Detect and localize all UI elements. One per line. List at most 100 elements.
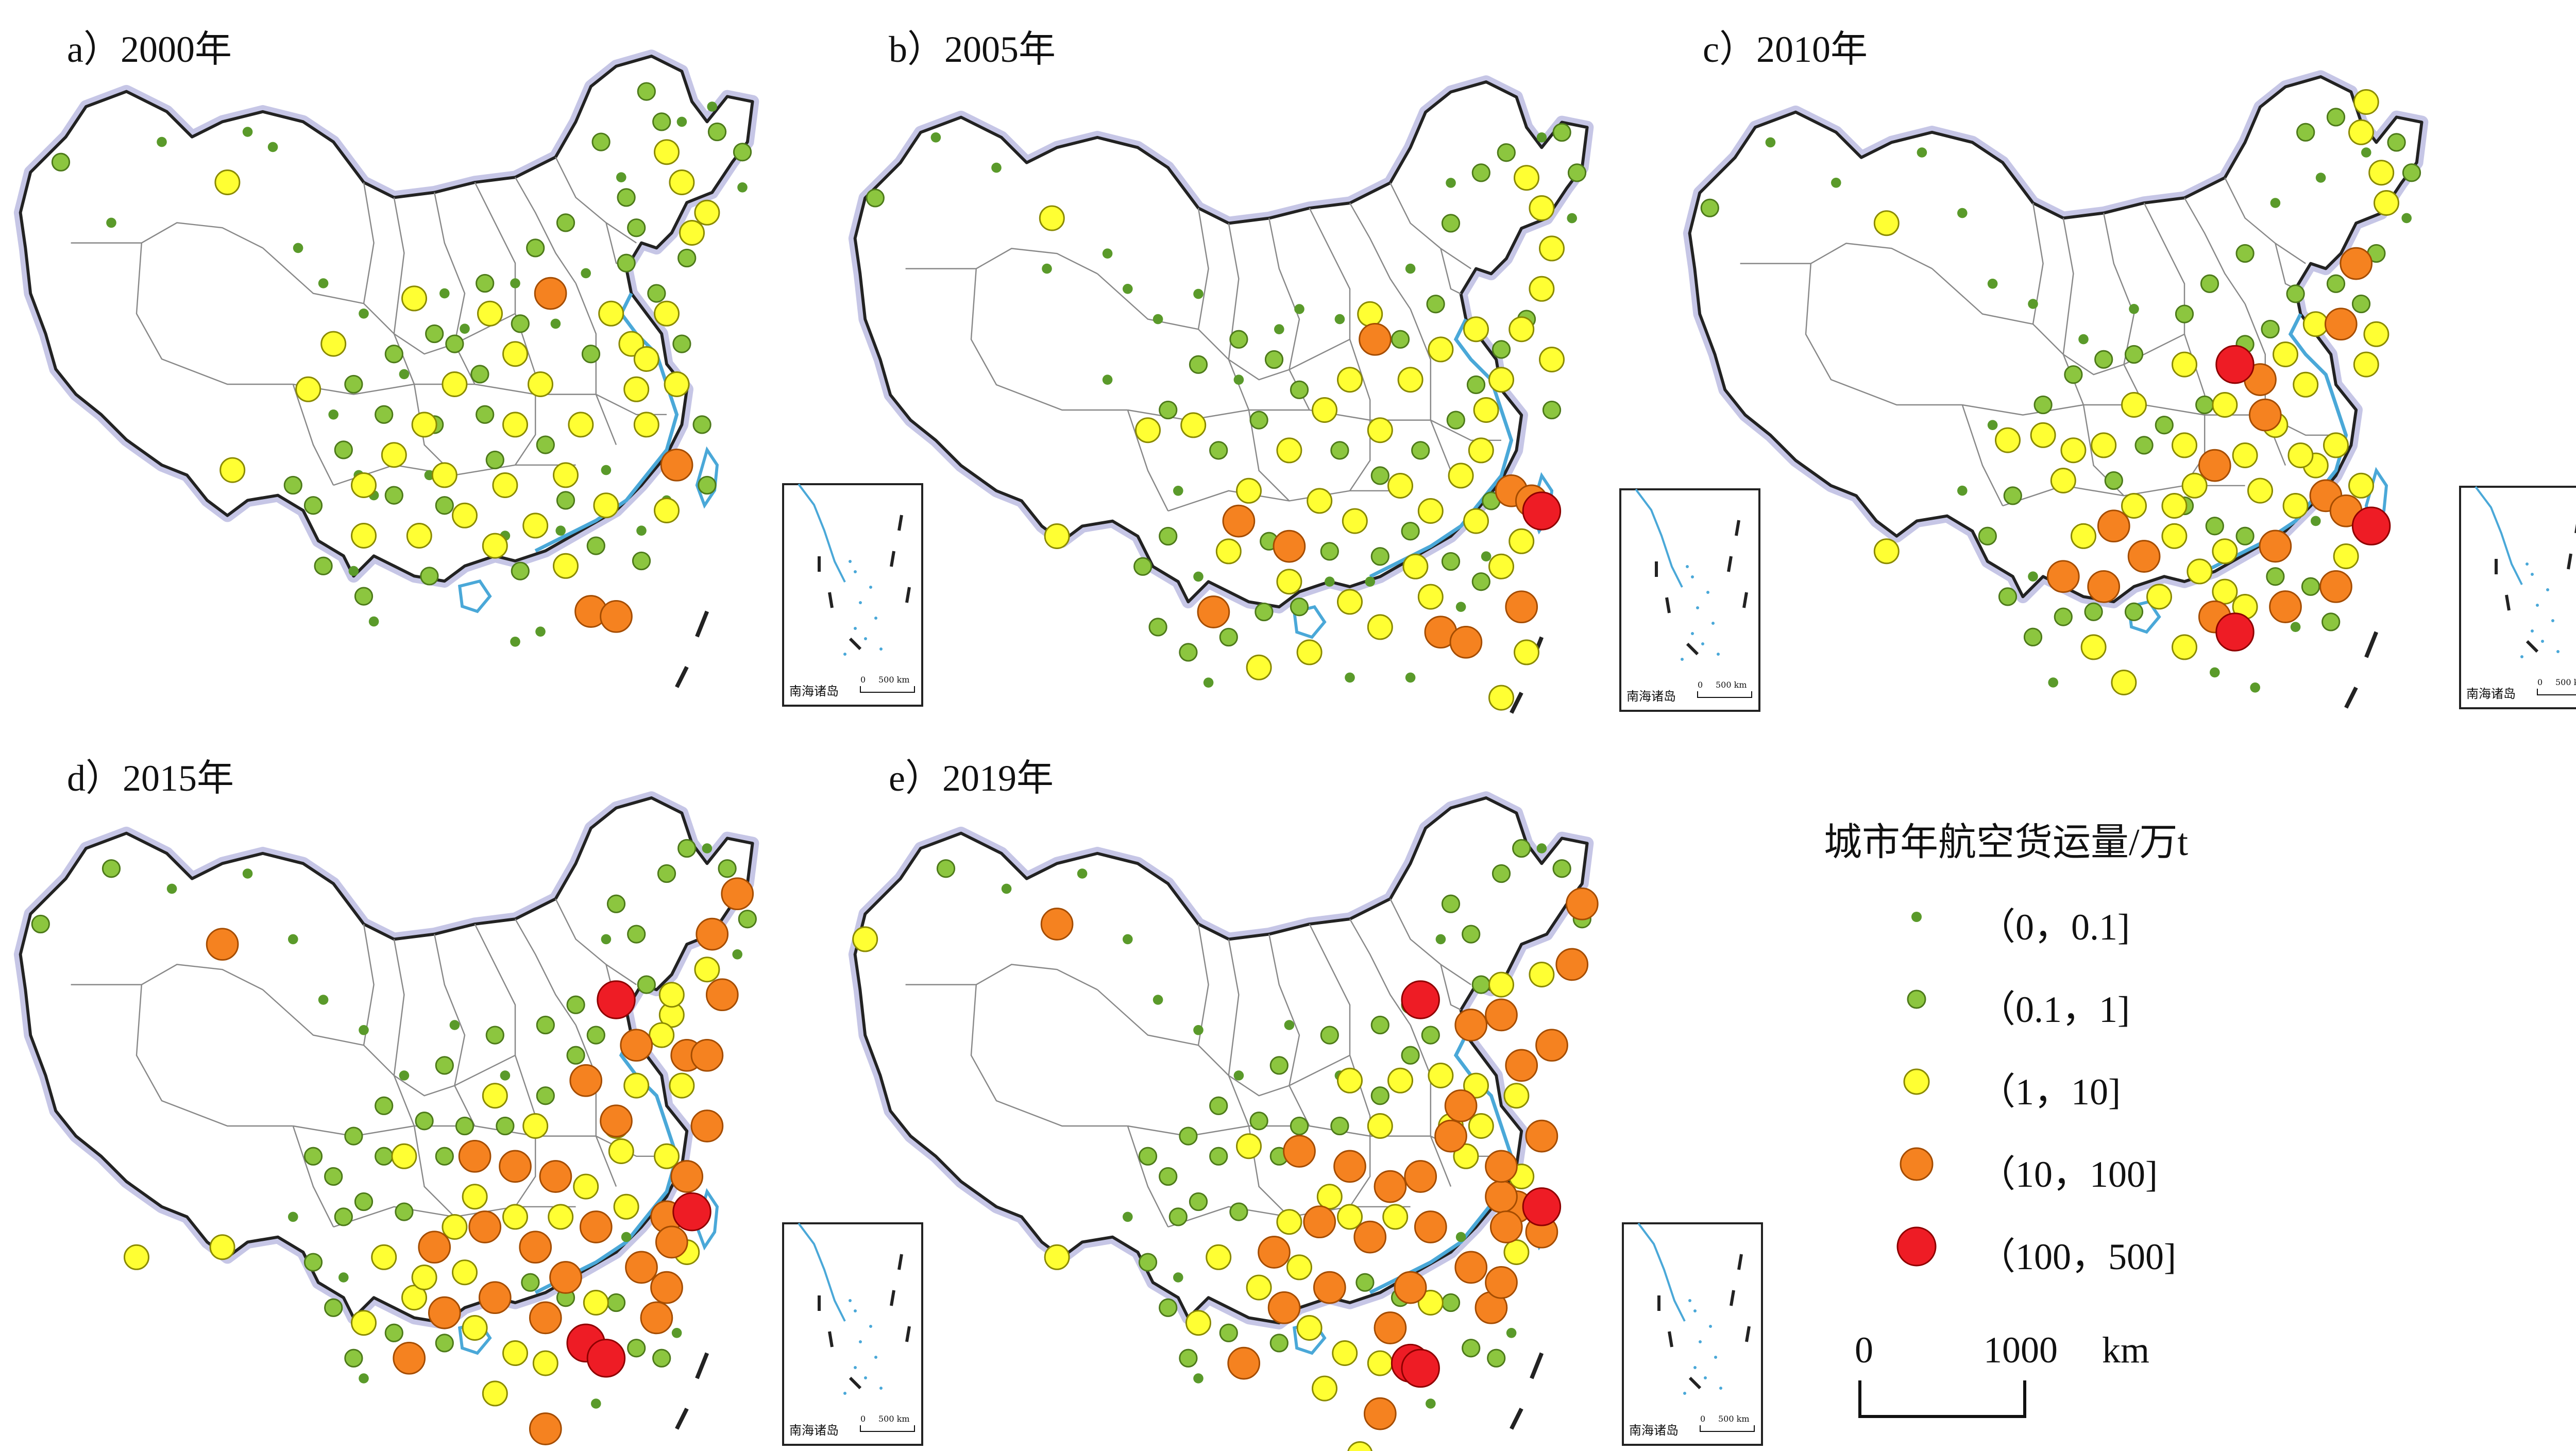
city-point (502, 341, 528, 367)
province-boundary (1309, 208, 1351, 339)
boundary-dash (1668, 1331, 1673, 1347)
city-point (1417, 584, 1444, 610)
city-point (1998, 587, 2018, 606)
city-point (1236, 1133, 1262, 1159)
island-dot (854, 627, 857, 630)
city-point (1514, 165, 1539, 191)
city-point (625, 1251, 658, 1284)
city-point (2121, 493, 2147, 519)
inset-frame (782, 1222, 923, 1446)
city-point (1466, 375, 1486, 395)
city-point (2368, 160, 2395, 186)
city-point (669, 169, 695, 195)
city-point (2293, 371, 2319, 398)
city-point (1179, 643, 1198, 662)
city-point (569, 1064, 603, 1097)
city-point (435, 1056, 454, 1075)
city-point (633, 412, 659, 438)
scale-bar-unit: km (2102, 1329, 2150, 1371)
province-boundary (1097, 989, 1229, 1076)
city-point (1276, 569, 1302, 595)
city-point (1189, 1192, 1208, 1211)
city-point (2302, 311, 2329, 337)
city-point (1497, 143, 1516, 162)
inset-south-china-sea: 南海诸岛 0 500 km (1622, 1222, 1763, 1446)
city-point (401, 285, 427, 312)
boundary-dash (1730, 1290, 1735, 1306)
city-point (1536, 843, 1547, 853)
city-point (1296, 1315, 1323, 1341)
city-point (1462, 925, 1481, 944)
city-point (2273, 342, 2298, 367)
city-point (1401, 522, 1420, 541)
city-point (586, 1339, 626, 1378)
city-point (2290, 622, 2301, 632)
city-point (1987, 420, 1998, 430)
city-point (1957, 208, 1968, 218)
city-point (2212, 538, 2238, 565)
city-point (354, 1192, 374, 1211)
city-point (608, 1138, 634, 1164)
coastline (534, 293, 679, 553)
city-point (1180, 412, 1207, 438)
city-point (2094, 350, 2113, 369)
city-point (672, 334, 691, 353)
city-point (303, 496, 323, 515)
city-point (303, 1147, 323, 1166)
city-point (1345, 672, 1355, 683)
city-point (1917, 147, 1927, 158)
inset-scale-bar (1697, 691, 1752, 698)
city-point (384, 345, 403, 364)
inset-coast (798, 1222, 846, 1322)
city-point (637, 975, 656, 994)
city-point (1123, 284, 1133, 294)
city-point (1209, 1096, 1228, 1115)
city-point (1185, 1310, 1211, 1336)
island-dot (1711, 622, 1715, 625)
city-point (2212, 392, 2238, 418)
province-boundary (1430, 419, 1502, 441)
city-point (1193, 571, 1204, 582)
city-point (384, 486, 403, 505)
city-point (1382, 1204, 1409, 1230)
city-point (1355, 1273, 1375, 1292)
city-point (1123, 934, 1133, 945)
province-boundary (514, 1055, 536, 1207)
city-point (1473, 397, 1499, 423)
city-point (1219, 1323, 1238, 1342)
city-point (2172, 351, 2197, 378)
city-point (510, 637, 520, 647)
legend-item-class-5: （100，500] (1824, 1216, 2287, 1277)
scale-bar-zero: 0 (1855, 1329, 1873, 1371)
city-point (652, 1348, 671, 1368)
province-boundary (905, 964, 1098, 991)
city-point (303, 1253, 323, 1272)
boundary-dash (1745, 1326, 1751, 1342)
city-point (482, 533, 508, 559)
island-dot (879, 647, 883, 651)
city-point (2064, 365, 2083, 384)
boundary-dash (890, 551, 895, 567)
city-point (600, 600, 633, 633)
city-point (2250, 682, 2260, 693)
province-boundary (1228, 338, 1350, 381)
city-point (1448, 463, 1474, 489)
city-point (669, 1072, 695, 1099)
city-point (455, 1116, 474, 1136)
city-point (2091, 432, 2117, 458)
city-point (384, 1323, 403, 1342)
city-point (2402, 163, 2421, 182)
city-point (482, 1083, 508, 1109)
city-point (1488, 553, 1514, 579)
city-point (1102, 374, 1113, 385)
city-point (1320, 542, 1339, 561)
province-boundary (2063, 333, 2185, 375)
city-point (654, 498, 680, 523)
city-point (1453, 1143, 1479, 1169)
island-dot (1719, 1387, 1722, 1390)
city-point (1957, 485, 1968, 496)
city-point (593, 492, 619, 519)
island-dot (2531, 629, 2534, 633)
province-boundary (1389, 898, 1471, 985)
boundary-dash (695, 1352, 709, 1379)
